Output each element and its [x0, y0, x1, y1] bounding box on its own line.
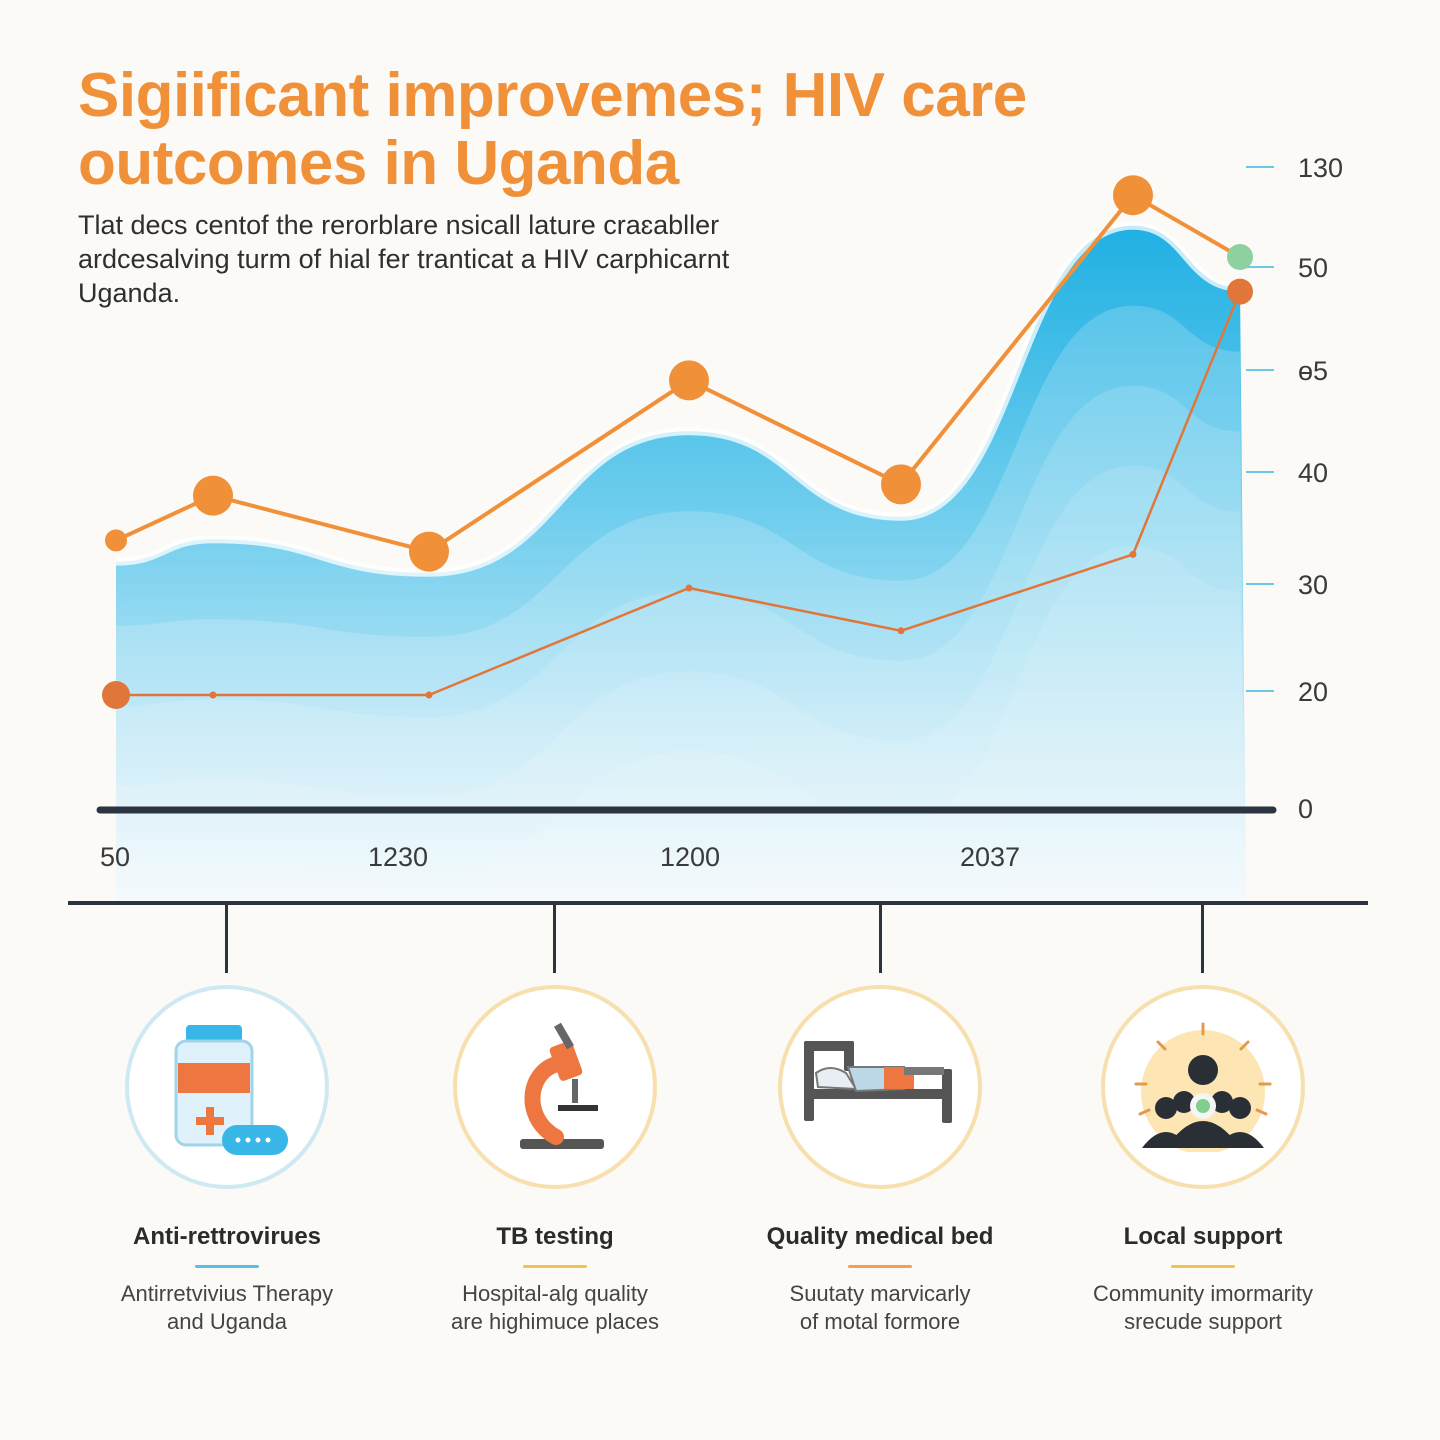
card-underline	[523, 1265, 587, 1268]
x-tick-label: 1200	[660, 842, 720, 872]
data-point	[1227, 278, 1253, 305]
data-point	[1113, 175, 1153, 216]
data-point	[193, 475, 233, 516]
timeline-axis	[68, 901, 1368, 905]
card-underline	[848, 1265, 912, 1268]
card-description-line: Hospital-alg quality	[462, 1281, 648, 1306]
card-description-line: Antirretvivius Therapy	[120, 1281, 334, 1306]
card-icon-circle	[1101, 985, 1305, 1189]
timeline-connector	[1201, 905, 1204, 973]
card-description-line: Suutaty marvicarly	[789, 1281, 971, 1306]
y-tick-label: 130	[1298, 153, 1343, 183]
data-point	[669, 360, 709, 401]
card-title: Anti-rettrovirues	[132, 1223, 322, 1250]
data-point	[1129, 550, 1137, 558]
medicine-bottle-icon	[174, 1025, 288, 1155]
y-tick-label: 40	[1298, 458, 1328, 488]
area-band	[116, 385, 1246, 900]
community-group-icon	[1134, 1022, 1272, 1152]
page-subtitle: Tlat decs centof the rerorblare nsicall …	[78, 210, 730, 308]
card-title: TB testing	[496, 1223, 614, 1250]
card-description-line: of motal formore	[799, 1309, 961, 1334]
card-local-support: Local support Community imormarity srecu…	[1053, 985, 1353, 1336]
area-band	[116, 465, 1246, 900]
y-tick-label: 50	[1298, 253, 1328, 283]
data-point	[685, 584, 693, 592]
card-description: Community imormarity srecude support	[1053, 1280, 1353, 1336]
card-underline	[195, 1265, 259, 1268]
x-tick-label: 50	[100, 842, 130, 872]
x-tick-label: 2037	[960, 842, 1020, 872]
card-description: Hospital-alg quality are highimuce place…	[405, 1280, 705, 1336]
card-description: Suutaty marvicarly of motal formore	[730, 1280, 1030, 1336]
hospital-bed-icon	[804, 1041, 952, 1123]
area-highlight	[115, 221, 1241, 577]
area-band	[116, 305, 1246, 900]
page-title: Sigiificant improvemes; HIV care outcome…	[78, 61, 1027, 198]
card-icon-circle	[125, 985, 329, 1189]
card-description: Antirretvivius Therapy and Uganda	[77, 1280, 377, 1336]
data-point	[425, 691, 433, 699]
card-medical-bed: Quality medical bed Suutaty marvicarly o…	[730, 985, 1030, 1336]
y-tick-label: 0	[1298, 794, 1313, 824]
data-point	[105, 529, 127, 552]
data-point	[209, 691, 217, 699]
card-underline	[1171, 1265, 1235, 1268]
card-icon-circle	[453, 985, 657, 1189]
card-antiretrovirals: Anti-rettrovirues Antirretvivius Therapy…	[77, 985, 377, 1336]
y-tick-label: 20	[1298, 677, 1328, 707]
data-point	[881, 464, 921, 505]
card-icon-circle	[778, 985, 982, 1189]
area-chart: 0 20 30 40 ɵ5 50 130 50 1230 1200 2037	[96, 153, 1343, 900]
x-tick-label: 1230	[368, 842, 428, 872]
data-point	[897, 627, 905, 635]
y-tick-label: ɵ5	[1298, 356, 1328, 386]
y-tick-label: 30	[1298, 570, 1328, 600]
card-title: Local support	[1123, 1223, 1283, 1250]
card-description-line: Community imormarity	[1092, 1281, 1314, 1306]
microscope-icon	[520, 1022, 604, 1149]
data-point	[102, 681, 130, 709]
card-tb-testing: TB testing Hospital-alg quality are high…	[405, 985, 705, 1336]
card-description-line: srecude support	[1124, 1309, 1282, 1334]
card-description-line: and Uganda	[167, 1309, 287, 1334]
card-title: Quality medical bed	[766, 1223, 994, 1250]
card-description-line: are highimuce places	[451, 1309, 659, 1334]
data-point	[1227, 244, 1253, 270]
data-point	[409, 531, 449, 572]
area-series	[116, 225, 1246, 900]
timeline-connector	[225, 905, 228, 973]
timeline-connector	[553, 905, 556, 973]
timeline-connector	[879, 905, 882, 973]
